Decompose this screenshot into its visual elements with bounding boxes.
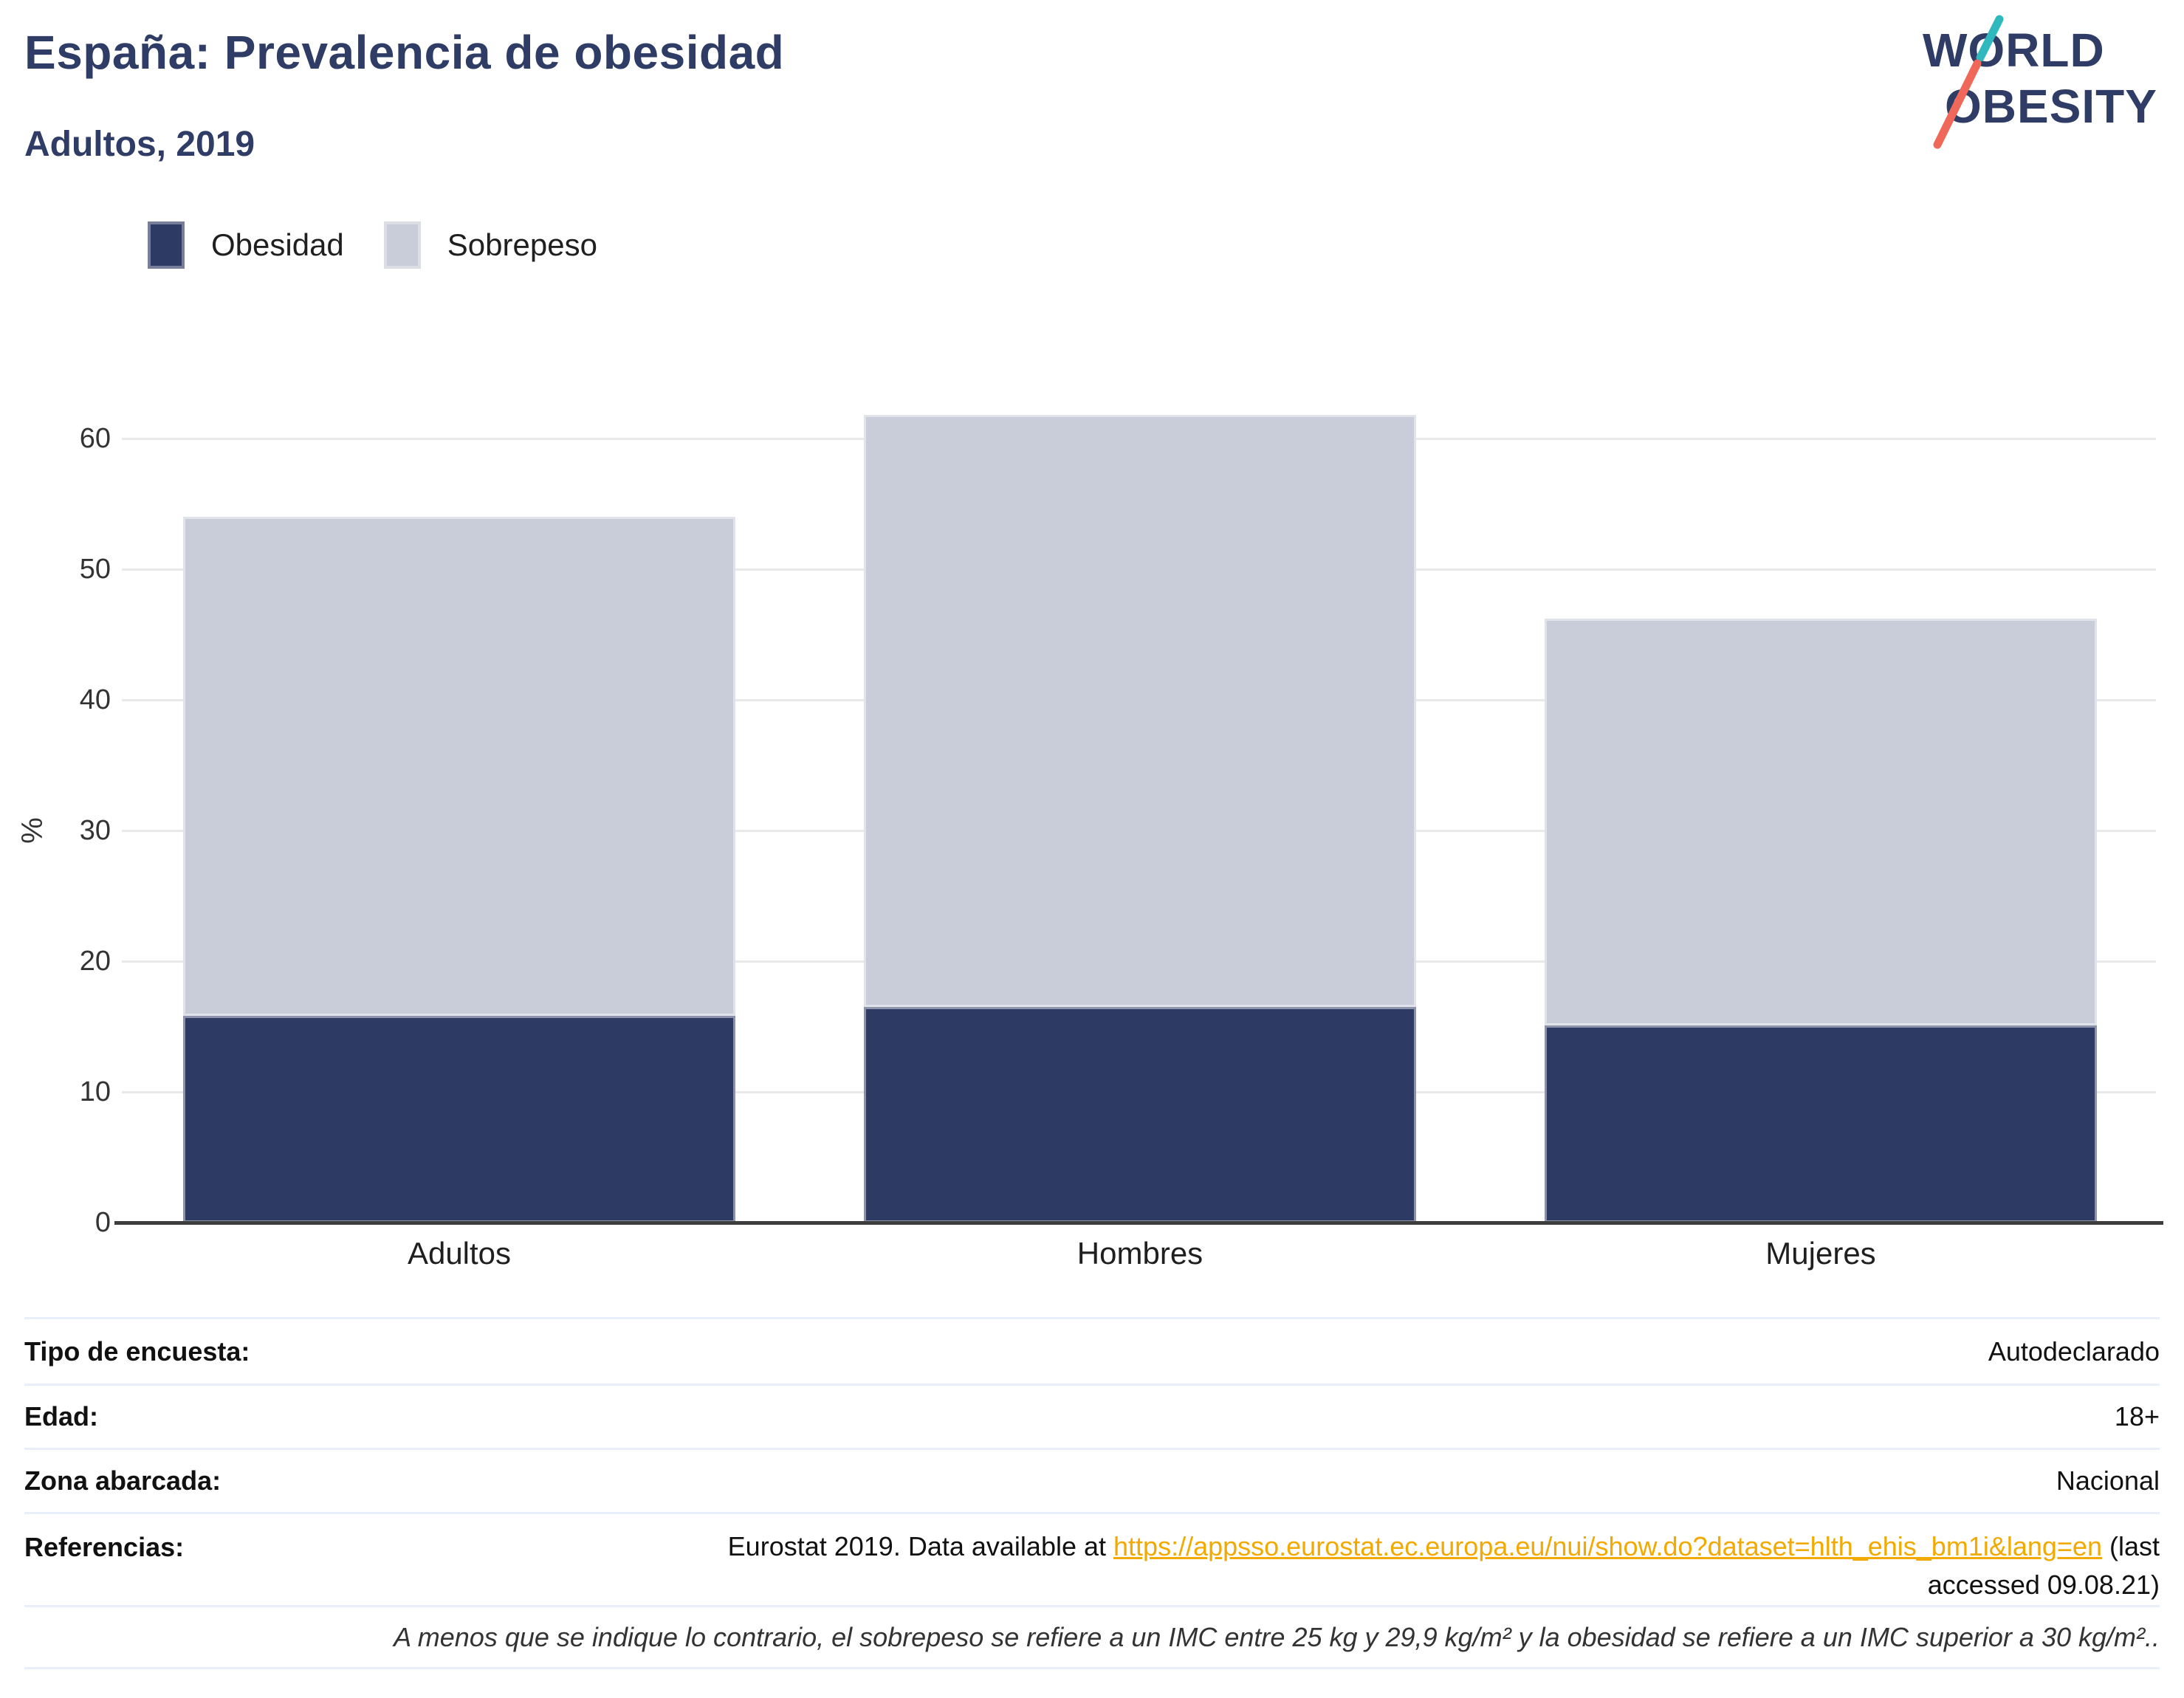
y-tick-label: 0 [95, 1207, 111, 1238]
detail-row-tipo-de-encuesta: Tipo de encuesta: Autodeclarado [24, 1317, 2160, 1384]
logo-obesity: OBESITY [1945, 80, 2157, 133]
logo-slash-coral-icon [1933, 59, 1982, 149]
detail-value: Autodeclarado [1988, 1336, 2160, 1367]
detail-label: Tipo de encuesta: [24, 1336, 250, 1367]
details-table: Tipo de encuesta: Autodeclarado Edad: 18… [24, 1317, 2160, 1669]
detail-value: Nacional [2056, 1465, 2160, 1496]
legend-item-sobrepeso[interactable]: Sobrepeso [383, 221, 597, 269]
y-tick-label: 10 [79, 1076, 111, 1107]
bar-mujeres-sobrepeso[interactable] [1545, 619, 2097, 1025]
x-category-label: Hombres [1076, 1236, 1203, 1271]
legend-label-obesidad: Obesidad [211, 227, 344, 262]
bar-adultos-sobrepeso[interactable] [183, 517, 735, 1017]
eurostat-link[interactable]: https://appsso.eurostat.ec.europa.eu/nui… [1113, 1531, 2102, 1561]
references-value: Eurostat 2019. Data available at https:/… [609, 1527, 2160, 1604]
y-tick-label: 30 [79, 815, 111, 846]
detail-row-zona-abarcada: Zona abarcada: Nacional [24, 1448, 2160, 1512]
bar-adultos-obesidad[interactable] [183, 1016, 735, 1223]
plot-area: % 0 10 20 30 40 50 60 Adultos Hombres Mujeres [16, 415, 2163, 1271]
detail-label: Zona abarcada: [24, 1465, 222, 1496]
detail-row-referencias: Referencias: Eurostat 2019. Data availab… [24, 1512, 2160, 1605]
world-obesity-logo: WORLD OBESITY [1923, 15, 2157, 149]
detail-row-edad: Edad: 18+ [24, 1384, 2160, 1448]
bar-hombres-obesidad[interactable] [864, 1006, 1416, 1223]
legend-item-obesidad[interactable]: Obesidad [148, 221, 344, 269]
legend-label-sobrepeso: Sobrepeso [447, 227, 597, 262]
page-title: España: Prevalencia de obesidad [24, 26, 785, 79]
y-tick-label: 40 [79, 684, 111, 715]
page-subtitle: Adultos, 2019 [24, 125, 255, 164]
y-tick-label: 50 [79, 554, 111, 585]
legend-swatch-obesidad [148, 221, 185, 269]
chart-legend: Obesidad Sobrepeso [148, 221, 597, 269]
bar-hombres-sobrepeso[interactable] [864, 415, 1416, 1007]
references-prefix: Eurostat 2019. Data available at [727, 1531, 1114, 1561]
detail-label: Referencias: [24, 1532, 185, 1562]
references-suffix: (last accessed 09.08.21) [1927, 1531, 2160, 1600]
x-category-label: Adultos [407, 1236, 512, 1271]
detail-value: 18+ [2114, 1401, 2160, 1431]
bar-mujeres-obesidad[interactable] [1545, 1025, 2097, 1223]
y-tick-label: 60 [79, 423, 111, 454]
y-tick-label: 20 [79, 946, 111, 977]
detail-label: Edad: [24, 1401, 99, 1431]
logo-word: WORLD [1923, 24, 2105, 77]
footnote-row: A menos que se indique lo contrario, el … [24, 1605, 2160, 1669]
x-axis-line [114, 1221, 2163, 1225]
legend-swatch-sobrepeso [383, 221, 421, 269]
footnote-text: A menos que se indique lo contrario, el … [394, 1621, 2160, 1652]
logo-slash-teal-icon [1976, 15, 2004, 62]
x-category-label: Mujeres [1765, 1236, 1876, 1271]
